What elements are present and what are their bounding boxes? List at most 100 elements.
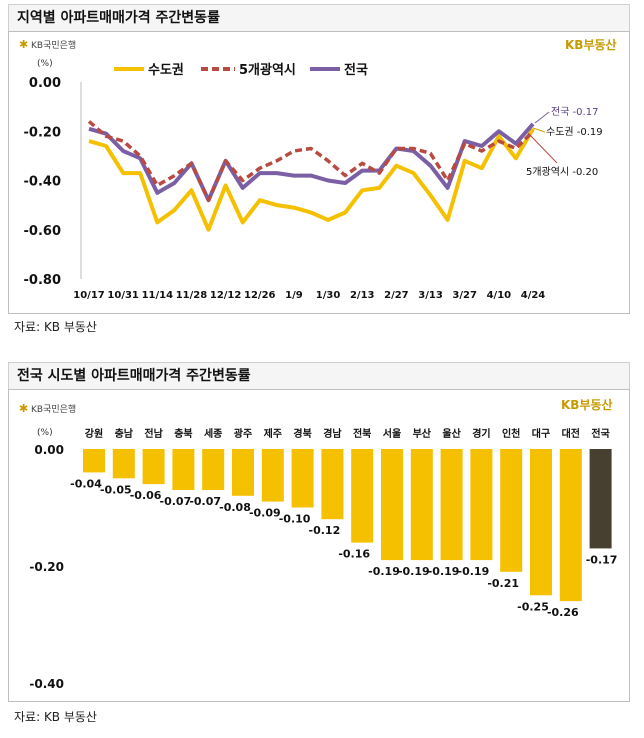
bar [589, 449, 612, 549]
x-tick-label: 2/27 [384, 290, 409, 301]
y-unit-label-2: (%) [37, 428, 53, 438]
bar-chart: ✱ KB국민은행 KB부동산 (%) 0.00 -0.20 -0.40 강원 충남 전남… [19, 397, 617, 691]
annotation-metro: 수도권 -0.19 [546, 126, 603, 138]
category-label: 인천 [502, 427, 520, 440]
chart1-title: 지역별 아파트매매가격 주간변동률 [8, 4, 630, 32]
line-chart-frame: ✱ KB국민은행 KB부동산 (%) 0.00 -0.20 -0.40 -0.60 -0… [8, 31, 630, 314]
x-tick-label: 4/24 [521, 290, 546, 301]
y-tick-label: -0.20 [24, 125, 61, 140]
bar-value-label: -0.04 [70, 477, 102, 490]
bar-value-label: -0.19 [428, 565, 460, 578]
bar [112, 449, 135, 479]
x-tick-label: 4/10 [487, 290, 512, 301]
bar [142, 449, 165, 485]
bar-value-label: -0.26 [547, 606, 579, 619]
bar [410, 449, 433, 561]
bar-value-label: -0.16 [338, 548, 370, 561]
category-label: 경남 [323, 427, 342, 440]
y-tick-label: -0.20 [29, 560, 64, 574]
legend-national: 전국 [344, 62, 368, 78]
annotation-leader-metro [532, 127, 546, 133]
category-label: 대전 [562, 427, 580, 440]
bar-value-label: -0.21 [487, 577, 519, 590]
y-unit-label: (%) [37, 59, 53, 69]
y-tick-label: 0.00 [34, 443, 64, 457]
kb-brand-label: KB부동산 [565, 37, 617, 52]
y-tick-label: -0.60 [24, 224, 61, 239]
category-label: 강원 [85, 427, 103, 440]
bar-value-label: -0.10 [279, 513, 311, 526]
category-label: 전북 [353, 427, 371, 440]
source-note-1: 자료: KB 부동산 [14, 320, 97, 334]
category-label: 경북 [293, 427, 311, 440]
bar [321, 449, 344, 520]
kb-bank-label: KB국민은행 [31, 39, 76, 51]
category-label: 충남 [115, 427, 134, 440]
bar-value-label: -0.07 [189, 495, 221, 508]
x-tick-label: 12/12 [210, 290, 242, 301]
bar-value-label: -0.19 [398, 565, 430, 578]
bar [202, 449, 225, 490]
series-line-metro [88, 127, 535, 232]
category-label: 대구 [532, 427, 550, 440]
bar [381, 449, 403, 561]
bar [470, 449, 493, 561]
category-label: 제주 [264, 427, 282, 440]
legend-metro: 수도권 [148, 63, 184, 78]
bar-value-label: -0.06 [130, 489, 162, 502]
source-note-2: 자료: KB 부동산 [14, 710, 97, 724]
chart2-title: 전국 시도별 아파트매매가격 주간변동률 [8, 362, 630, 390]
annotation-leader-national [534, 111, 550, 124]
y-tick-label: -0.40 [24, 175, 61, 190]
legend-five-city: 5개광역시 [239, 62, 296, 78]
annotation-five-city: 5개광역시 -0.20 [526, 166, 598, 178]
bar [261, 449, 284, 502]
x-tick-label: 1/30 [316, 290, 341, 301]
kb-brand-label-2: KB부동산 [561, 397, 613, 412]
category-label: 울산 [442, 427, 461, 440]
line-chart: ✱ KB국민은행 KB부동산 (%) 0.00 -0.20 -0.40 -0.60 -0… [19, 37, 617, 301]
category-label: 전남 [144, 427, 163, 440]
category-label: 세종 [204, 427, 222, 440]
end-annotations: 전국 -0.17 수도권 -0.19 5개광역시 -0.20 [526, 106, 603, 178]
x-tick-label: 11/28 [176, 290, 208, 301]
annotation-leader-five-city [527, 132, 558, 164]
bar [559, 449, 582, 602]
x-tick-label: 1/9 [285, 290, 303, 301]
kb-bank-label-2: KB국민은행 [31, 403, 76, 415]
bar [291, 449, 314, 508]
x-tick-label: 3/27 [452, 290, 477, 301]
bar [83, 449, 105, 473]
bar-value-label: -0.19 [458, 565, 490, 578]
bar-value-label: -0.07 [160, 495, 192, 508]
bar-value-label: -0.08 [219, 501, 251, 514]
annotation-national: 전국 -0.17 [551, 106, 598, 118]
series-line-five-city [87, 120, 535, 202]
category-label: 전국 [591, 427, 609, 440]
bar [172, 449, 195, 490]
bar [351, 449, 374, 543]
kb-star-icon: ✱ [19, 38, 28, 51]
category-label: 충북 [174, 427, 192, 440]
bar-value-label: -0.05 [100, 483, 132, 496]
y-tick-label: -0.40 [29, 677, 64, 691]
bar-value-label: -0.09 [249, 507, 281, 520]
x-tick-label: 12/26 [244, 290, 276, 301]
y-tick-label: -0.80 [24, 273, 61, 288]
y-tick-label: 0.00 [29, 76, 61, 91]
category-label: 광주 [234, 428, 252, 440]
category-label: 경기 [472, 427, 490, 440]
bar-chart-frame: ✱ KB국민은행 KB부동산 (%) 0.00 -0.20 -0.40 강원 충남 전남… [8, 389, 630, 702]
x-tick-label: 10/31 [107, 290, 139, 301]
x-tick-label: 11/14 [142, 290, 174, 301]
bar [500, 449, 523, 572]
bar [530, 449, 552, 596]
kb-bank-logo: ✱ KB국민은행 [19, 38, 76, 51]
legend: 수도권 5개광역시 전국 [114, 62, 368, 78]
kb-star-icon-2: ✱ [19, 402, 28, 415]
x-tick-label: 3/13 [418, 290, 443, 301]
x-tick-label: 10/17 [73, 290, 105, 301]
bar-value-label: -0.12 [309, 524, 341, 537]
bar-value-label: -0.25 [517, 600, 549, 613]
bar [232, 449, 254, 496]
